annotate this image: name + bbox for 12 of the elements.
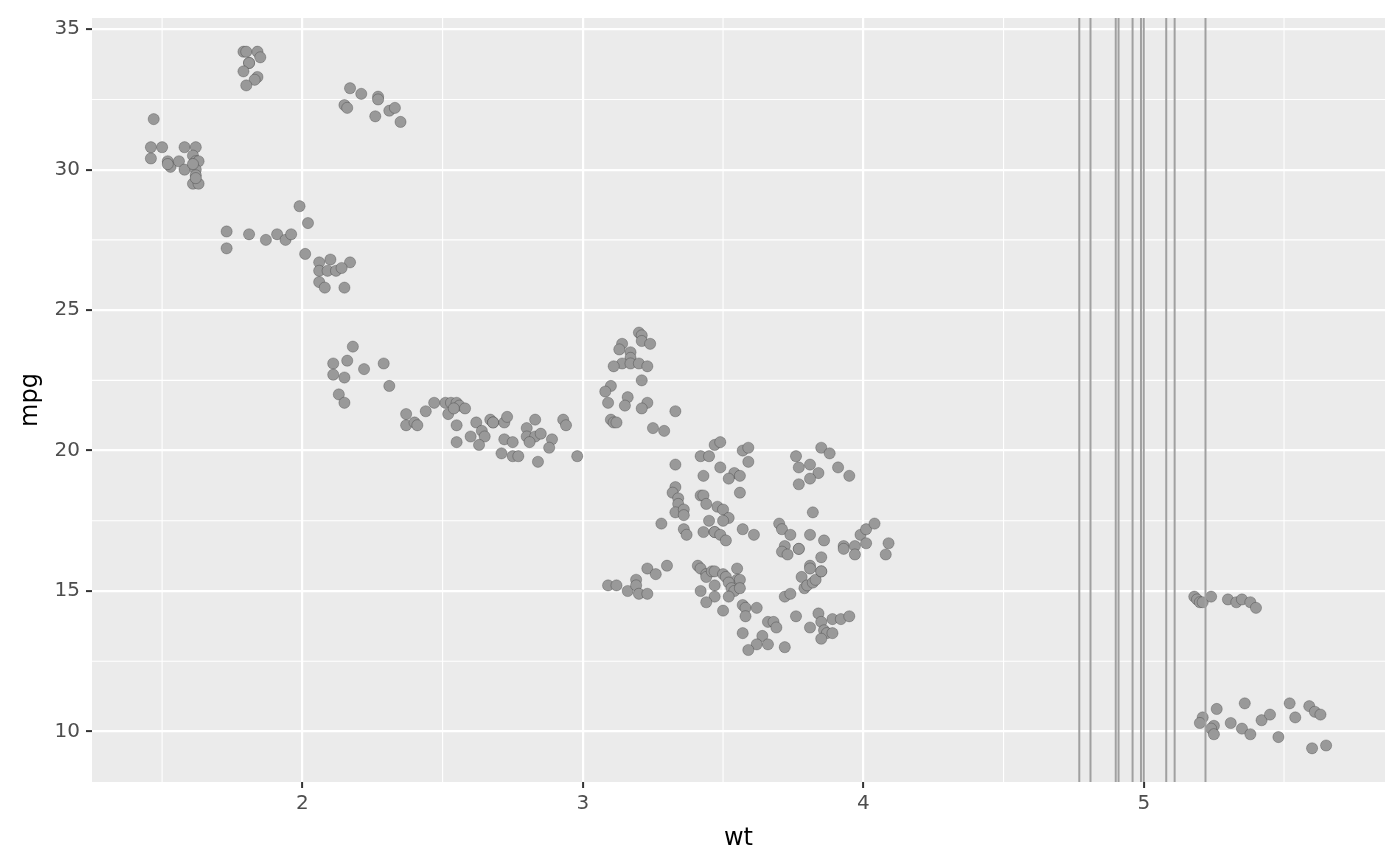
y-tick-label: 35 — [54, 15, 80, 40]
y-tick-label: 25 — [54, 296, 80, 321]
y-tick-label: 10 — [54, 717, 80, 742]
y-tick-label: 20 — [54, 436, 80, 461]
y-tick-label: 30 — [54, 155, 80, 180]
x-axis-title: wt — [723, 822, 754, 851]
y-axis-title: mpg — [14, 373, 43, 427]
x-tick-label: 2 — [295, 790, 309, 815]
x-tick-label: 3 — [576, 790, 590, 815]
y-tick-label: 15 — [54, 577, 80, 602]
x-tick-label: 4 — [856, 790, 870, 815]
x-tick-label: 5 — [1137, 790, 1151, 815]
